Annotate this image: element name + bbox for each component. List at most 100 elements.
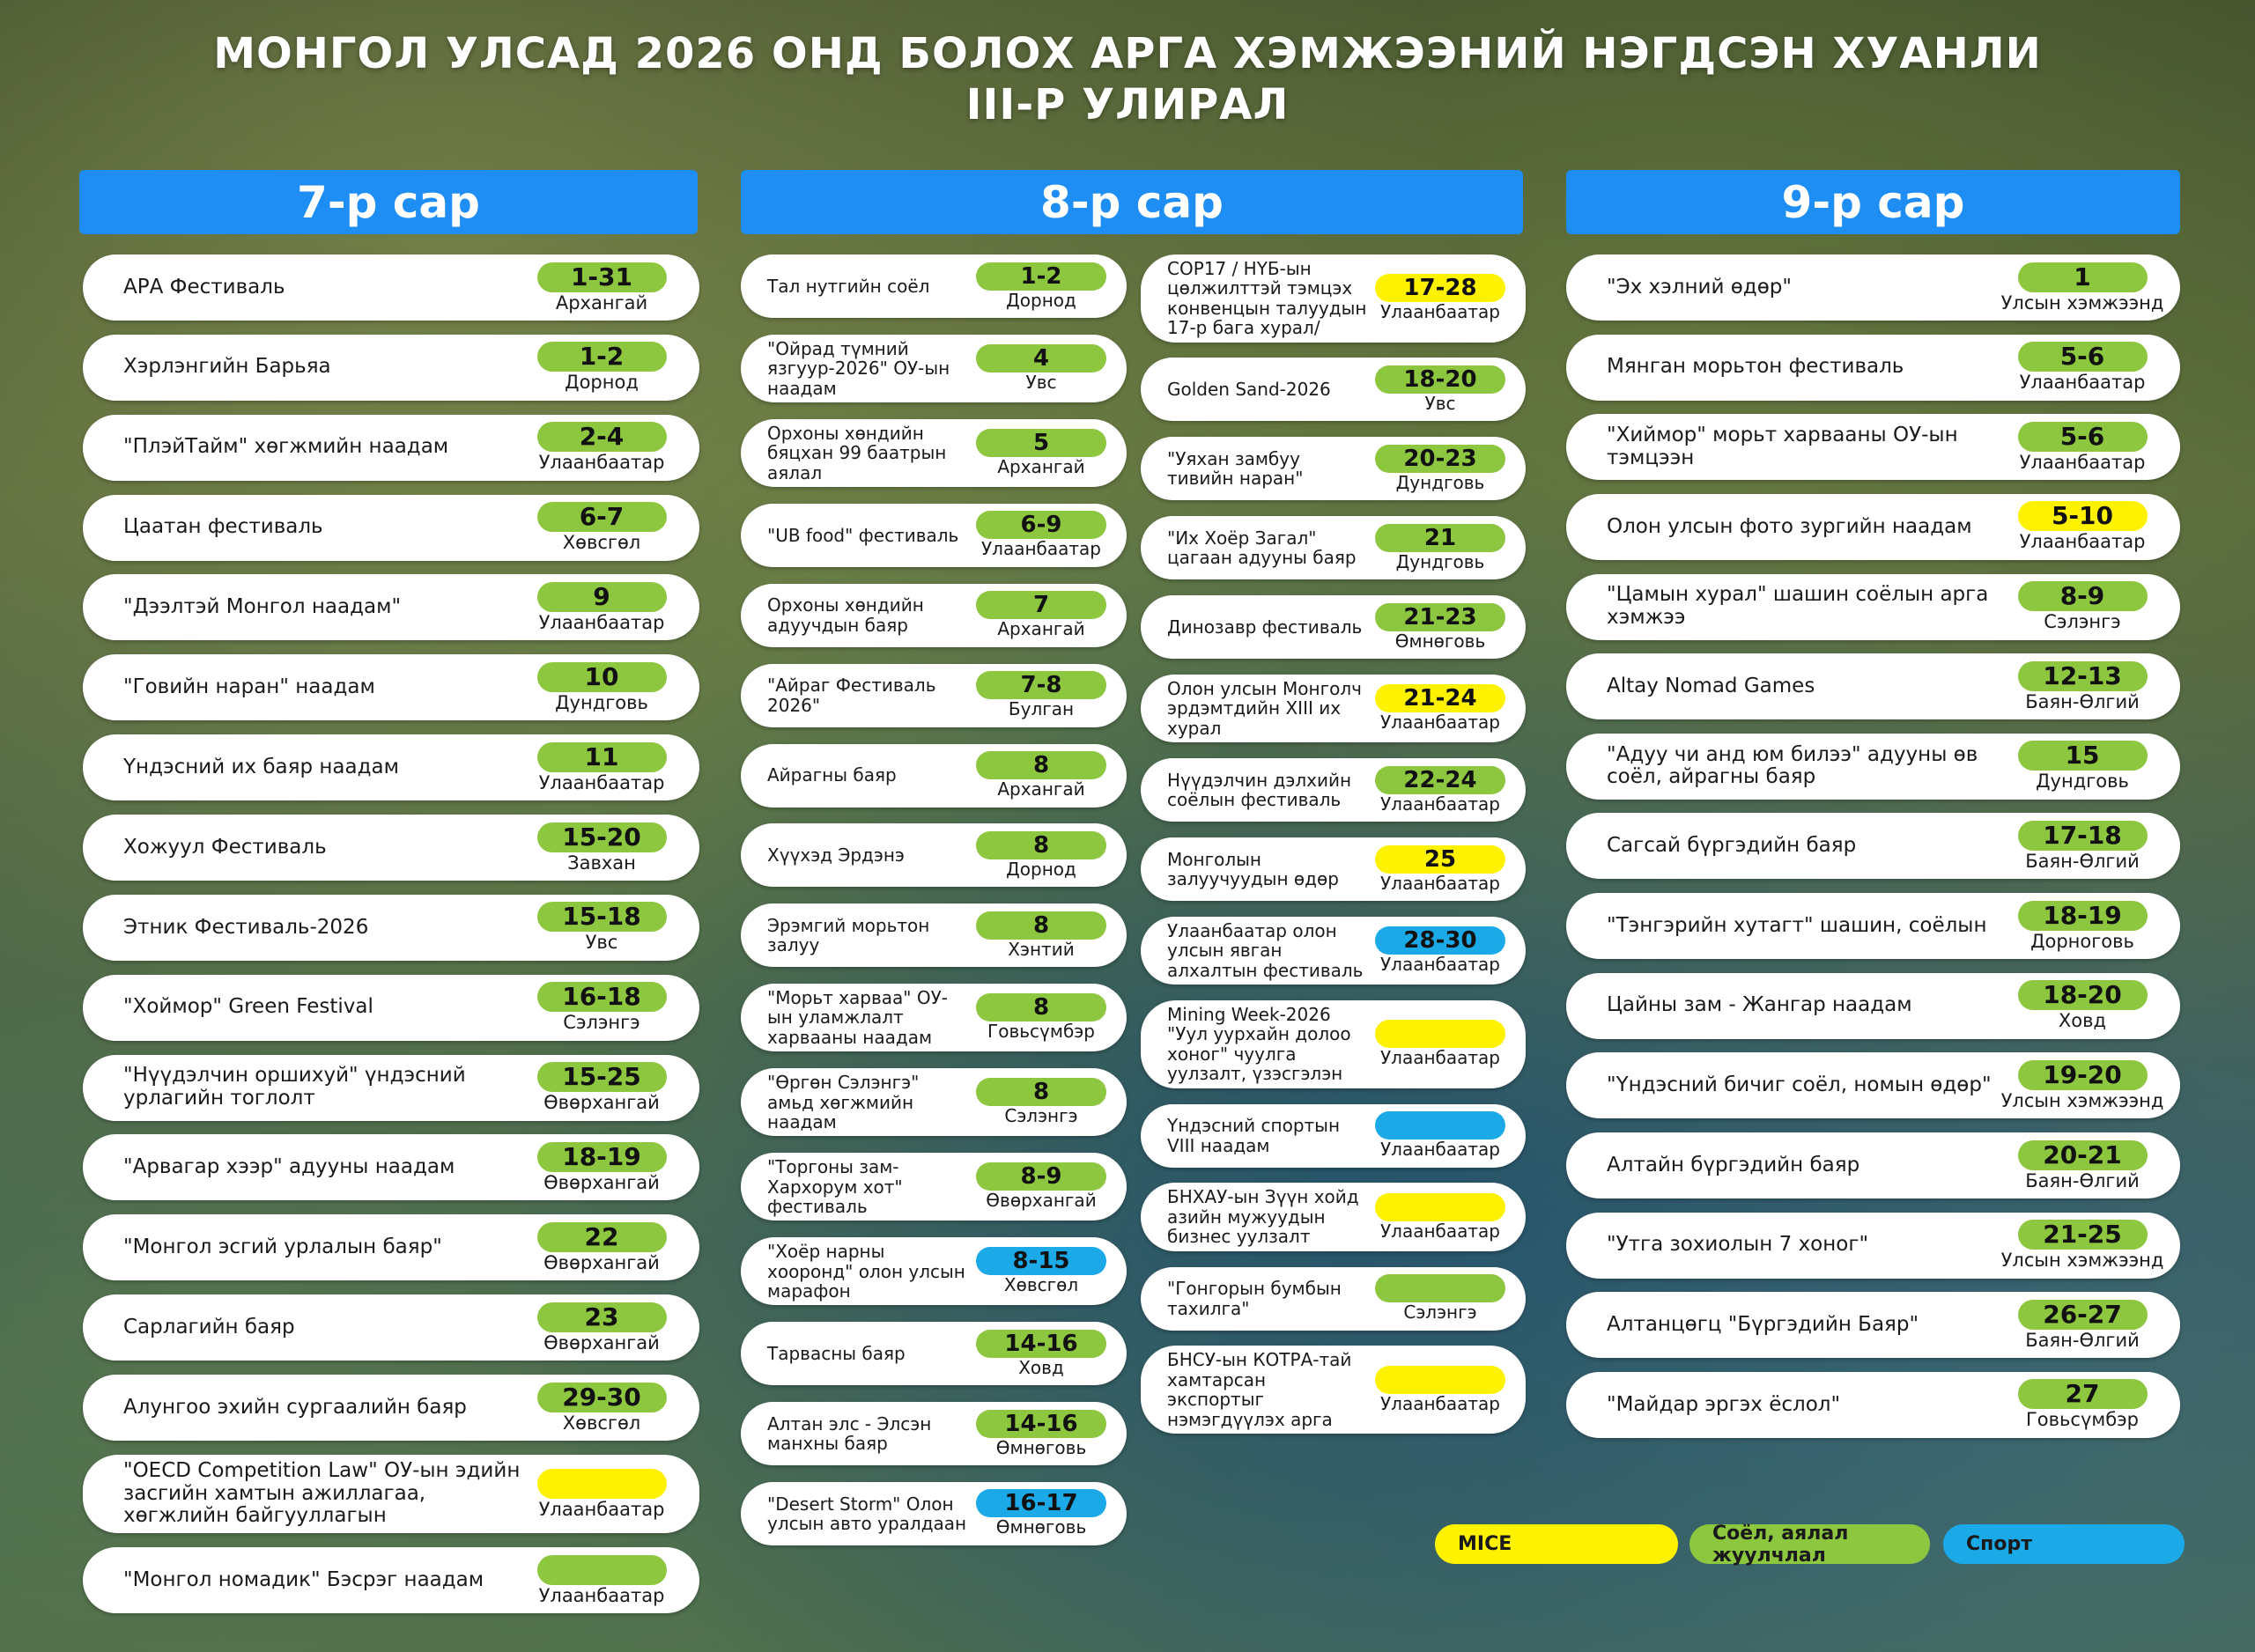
- event-name: "Утга зохиолын 7 хоног": [1607, 1233, 1869, 1257]
- event-meta: Улаанбаатар: [1374, 1365, 1506, 1414]
- event-date-badge: 19-20: [2017, 1059, 2148, 1090]
- legend-sport: Спорт: [1943, 1524, 2185, 1564]
- event-row: "Морьт харваа" ОУ-ын уламжлалт харвааны …: [741, 984, 1127, 1052]
- event-row: Хүүхэд Эрдэнэ 8 Дорнод: [741, 823, 1127, 888]
- event-meta: 6-7 Хөвсгөл: [536, 502, 668, 553]
- month-8-events-left: Тал нутгийн соёл 1-2 Дорнод "Ойрад түмний я…: [741, 254, 1127, 1545]
- event-location: Булган: [1008, 698, 1075, 720]
- event-name: Үндэсний спортын VIII наадам: [1167, 1115, 1341, 1156]
- event-row: "Өргөн Сэлэнгэ" амьд хөгжмийн наадам 8 Сэл…: [741, 1068, 1127, 1137]
- event-meta: 17-28 Улаанбаатар: [1374, 274, 1506, 322]
- event-date-badge: 14-16: [976, 1329, 1106, 1358]
- event-date-badge: 7: [976, 591, 1106, 620]
- event-date-badge: 8: [976, 911, 1106, 940]
- event-date-badge: [1375, 1111, 1505, 1140]
- event-row: Сагсай бүргэдийн баяр 17-18 Баян-Өлгий: [1566, 813, 2180, 880]
- event-location: Улаанбаатар: [2019, 451, 2146, 473]
- event-name: Динозавр фестиваль: [1167, 616, 1363, 638]
- event-location: Өвөрхангай: [986, 1190, 1097, 1212]
- event-location: Дорнод: [1006, 289, 1076, 311]
- event-location: Баян-Өлгий: [2025, 1329, 2140, 1351]
- event-meta: Улаанбаатар: [1374, 1111, 1506, 1160]
- event-row: БНСУ-ын КОТРА-тай хамтарсан экспортыг нэ…: [1141, 1346, 1526, 1434]
- event-location: Архангай: [555, 291, 648, 313]
- event-date-badge: 4: [976, 343, 1106, 372]
- event-row: "Адуу чи анд юм билээ" адууны өв соёл, а…: [1566, 733, 2180, 800]
- event-date-badge: [1375, 1192, 1505, 1221]
- event-row: Хэрлэнгийн Барьяа 1-2 Дорнод: [83, 334, 699, 401]
- event-name: Алунгоо эхийн сургаалийн баяр: [123, 1395, 467, 1419]
- event-date-badge: 15: [2017, 741, 2148, 771]
- event-location: Өвөрхангай: [543, 1171, 660, 1193]
- event-row: "Монгол эсгий урлалын баяр" 22 Өвөрхангай: [83, 1214, 699, 1281]
- event-row: "Үндэсний бичиг соёл, номын өдөр" 19-20 Ул…: [1566, 1052, 2180, 1119]
- event-name: "Их Хоёр Загал" цагаан адууны баяр: [1167, 527, 1357, 569]
- event-meta: 14-16 Ховд: [975, 1329, 1107, 1378]
- event-row: "Айраг Фестиваль 2026" 7-8 Булган: [741, 663, 1127, 727]
- event-meta: 21-24 Улаанбаатар: [1374, 684, 1506, 733]
- event-date-badge: [1375, 1020, 1505, 1049]
- event-row: Mining Week-2026 "Уул уурхайн долоо хоно…: [1141, 1000, 1526, 1088]
- event-location: Өмнөговь: [995, 1516, 1087, 1538]
- event-row: "Хиймор" морьт харвааны ОУ-ын тэмцээн 5-6…: [1566, 414, 2180, 481]
- event-row: Нүүдэлчин дэлхийн соёлын фестиваль 22-24 У…: [1141, 758, 1526, 822]
- event-meta: 9 Улаанбаатар: [536, 581, 668, 633]
- event-meta: 4 Увс: [975, 343, 1107, 393]
- event-meta: 20-21 Баян-Өлгий: [2016, 1139, 2148, 1191]
- event-location: Архангай: [997, 778, 1085, 800]
- event-meta: 12-13 Баян-Өлгий: [2016, 660, 2148, 712]
- event-name: БНСУ-ын КОТРА-тай хамтарсан экспортыг нэ…: [1167, 1349, 1352, 1430]
- event-row: Altay Nomad Games 12-13 Баян-Өлгий: [1566, 653, 2180, 720]
- event-meta: 1-2 Дорнод: [975, 262, 1107, 311]
- event-date-badge: [536, 1468, 667, 1499]
- event-name: Алтайн бүргэдийн баяр: [1607, 1153, 1860, 1176]
- event-date-badge: 6-9: [976, 511, 1106, 540]
- event-location: Улаанбаатар: [1379, 301, 1500, 323]
- event-row: "Гонгорын бумбын тахилга" Сэлэнгэ: [1141, 1266, 1526, 1331]
- event-date-badge: 8: [976, 751, 1106, 779]
- event-meta: 22 Өвөрхангай: [536, 1221, 668, 1273]
- event-name: "Адуу чи анд юм билээ" адууны өв соёл, а…: [1607, 742, 1978, 789]
- event-row: Хожуул Фестиваль 15-20 Завхан: [83, 815, 699, 881]
- event-meta: 25 Улаанбаатар: [1374, 844, 1506, 894]
- event-meta: 2-4 Улаанбаатар: [536, 422, 668, 473]
- event-meta: 8 Архангай: [975, 751, 1107, 800]
- event-date-badge: 27: [2017, 1379, 2148, 1410]
- event-meta: Улаанбаатар: [536, 1468, 668, 1520]
- event-location: Улаанбаатар: [538, 611, 665, 633]
- event-date-badge: 8-9: [2017, 581, 2148, 612]
- event-row: Сарлагийн баяр 23 Өвөрхангай: [83, 1294, 699, 1361]
- event-name: "OECD Competition Law" ОУ-ын эдийн засги…: [123, 1458, 521, 1528]
- event-name: Олон улсын Монголч эрдэмтдийн XIII их ху…: [1167, 678, 1362, 739]
- event-location: Хөвсгөл: [1003, 1274, 1079, 1296]
- event-row: Тал нутгийн соёл 1-2 Дорнод: [741, 254, 1127, 318]
- event-row: Цаатан фестиваль 6-7 Хөвсгөл: [83, 494, 699, 561]
- event-name: БНХАУ-ын Зүүн хойд азийн мужуудын бизнес…: [1167, 1186, 1359, 1248]
- month-8-events-right: COP17 / НҮБ-ын цөлжилттэй тэмцэх конвенц…: [1141, 254, 1526, 1434]
- event-location: Өвөрхангай: [543, 1251, 660, 1273]
- event-location: Улаанбаатар: [1379, 712, 1500, 734]
- event-row: Golden Sand-2026 18-20 Увс: [1141, 358, 1526, 422]
- event-row: Айрагны баяр 8 Архангай: [741, 743, 1127, 808]
- event-meta: 15-25 Өвөрхангай: [536, 1062, 668, 1113]
- event-row: "Говийн наран" наадам 10 Дундговь: [83, 654, 699, 721]
- event-location: Завхан: [567, 852, 636, 874]
- event-date-badge: 6-7: [536, 502, 667, 533]
- event-row: "Нүүдэлчин оршихуй" үндэсний урлагийн то…: [83, 1054, 699, 1121]
- event-meta: Улаанбаатар: [536, 1554, 668, 1606]
- event-name: "Нүүдэлчин оршихуй" үндэсний урлагийн то…: [123, 1064, 466, 1110]
- event-location: Улаанбаатар: [1379, 872, 1500, 894]
- event-date-badge: 21-25: [2017, 1220, 2148, 1250]
- event-meta: 5-6 Улаанбаатар: [2016, 421, 2148, 473]
- event-date-badge: 1: [2017, 262, 2148, 292]
- event-location: Ховд: [2058, 1010, 2107, 1032]
- event-row: "Хоёр нарны хооронд" олон улсын марафон 8…: [741, 1237, 1127, 1306]
- event-row: "Desert Storm" Олон улсын авто уралдаан 1…: [741, 1481, 1127, 1545]
- event-location: Говьсүмбэр: [2025, 1409, 2140, 1431]
- event-location: Өмнөговь: [995, 1436, 1087, 1458]
- event-meta: 15-18 Увс: [536, 902, 668, 953]
- event-location: Улаанбаатар: [1379, 1047, 1500, 1069]
- event-location: Улаанбаатар: [980, 538, 1101, 560]
- event-meta: 27 Говьсүмбэр: [2016, 1379, 2148, 1430]
- event-meta: 10 Дундговь: [536, 661, 668, 713]
